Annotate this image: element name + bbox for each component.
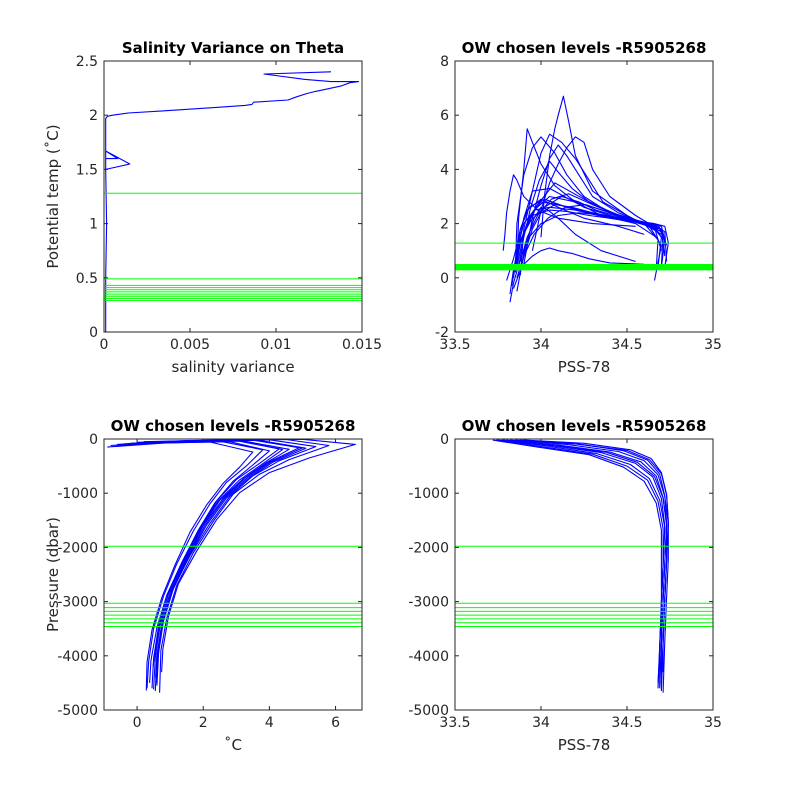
profile-line-8 [520, 439, 668, 673]
y-tick-label: -5000 [408, 703, 449, 719]
x-tick-label: 33.5 [439, 715, 470, 731]
y-tick-label: 0.5 [76, 271, 98, 287]
profile-line-10 [516, 204, 666, 278]
profile-line-5 [120, 440, 290, 690]
y-tick-label: 8 [440, 54, 449, 70]
x-tick-label: 33.5 [439, 337, 470, 353]
plot-area [455, 439, 713, 693]
profile-line-15 [519, 133, 654, 276]
profile-line-4 [515, 439, 669, 683]
x-tick-label: 34 [532, 715, 550, 731]
x-axis-label: ˚C [224, 736, 242, 754]
y-tick-label: 2 [89, 108, 98, 124]
y-tick-label: -3000 [57, 595, 98, 611]
x-tick-label: 35 [704, 337, 722, 353]
profile-line-6 [523, 439, 669, 693]
x-tick-label: 0 [100, 337, 109, 353]
axes-box [454, 60, 714, 333]
profile-line-9 [492, 439, 662, 683]
x-tick-label: 34.5 [611, 715, 642, 731]
plot-area [104, 439, 362, 693]
x-tick-label: 35 [704, 715, 722, 731]
y-tick-label: 1.5 [76, 162, 98, 178]
x-tick-label: 34 [532, 337, 550, 353]
axes-box [103, 438, 363, 711]
y-tick-label: -4000 [57, 649, 98, 665]
chart-title: OW chosen levels -R5905268 [462, 417, 707, 435]
x-tick-label: 0.015 [342, 337, 382, 353]
profile-line-16 [523, 144, 662, 265]
y-tick-label: 0 [440, 432, 449, 448]
y-tick-label: 0 [440, 271, 449, 287]
y-tick-label: 4 [440, 162, 449, 178]
profile-line-1 [503, 439, 668, 689]
y-axis-label: Pressure (dbar) [44, 517, 62, 632]
profile-line-5 [506, 439, 668, 690]
profile-line-8 [514, 195, 668, 265]
x-tick-label: 2 [199, 715, 208, 731]
axes-box [103, 60, 363, 333]
chart-title: OW chosen levels -R5905268 [111, 417, 356, 435]
y-tick-label: -5000 [57, 703, 98, 719]
y-tick-label: 2 [440, 217, 449, 233]
y-axis-label: Potential temp (˚C) [44, 124, 62, 268]
y-tick-label: -2000 [57, 540, 98, 556]
y-tick-label: -2 [435, 325, 449, 341]
chart-title: Salinity Variance on Theta [122, 39, 344, 57]
profile-line-22 [502, 174, 636, 251]
profile-line-19 [516, 206, 636, 292]
panel-salinity-pressure: 33.5 34 34.5 35 -5000 -4000 -3000 -2000 -1000 0 OW… [408, 417, 722, 754]
x-axis-label: PSS-78 [558, 736, 611, 754]
chart-title: OW chosen levels -R5905268 [462, 39, 707, 57]
panel-theta-pressure: 0 2 4 6 -5000 -4000 -3000 -2000 -1000 0 OW chosen … [44, 417, 363, 754]
profile-line-10 [118, 440, 284, 667]
profile-line-18 [540, 95, 659, 238]
plot-area [455, 95, 713, 303]
y-tick-label: -3000 [408, 595, 449, 611]
x-tick-label: 0 [133, 715, 142, 731]
profile-line-14 [516, 128, 657, 270]
y-tick-label: 1 [89, 217, 98, 233]
y-tick-label: -1000 [408, 486, 449, 502]
profile-line-0 [496, 439, 666, 689]
x-tick-label: 0.01 [260, 337, 291, 353]
y-tick-label: 0 [89, 432, 98, 448]
x-axis-label: salinity variance [171, 358, 294, 376]
y-tick-label: -4000 [408, 649, 449, 665]
x-tick-label: 0.005 [170, 337, 210, 353]
y-tick-label: -1000 [57, 486, 98, 502]
panel-salinity-variance: 0 0.005 0.01 0.015 0 0.5 1 1.5 2 2.5 Salinity Vari… [44, 39, 382, 376]
x-tick-label: 34.5 [611, 337, 642, 353]
x-tick-label: 6 [331, 715, 340, 731]
x-axis-label: PSS-78 [558, 358, 611, 376]
profile-line-21 [506, 198, 645, 281]
y-tick-label: 0 [89, 325, 98, 341]
y-tick-label: -2000 [408, 540, 449, 556]
x-tick-label: 4 [265, 715, 274, 731]
profile-line-0 [105, 71, 360, 332]
profile-line-3 [113, 441, 270, 683]
plot-area [104, 71, 362, 332]
y-tick-label: 6 [440, 108, 449, 124]
panel-theta-salinity: 33.5 34 34.5 35 -2 0 2 4 6 8 OW chosen levels -R59… [435, 39, 722, 376]
y-tick-label: 2.5 [76, 54, 98, 70]
axes-box [454, 438, 714, 711]
profile-line-17 [531, 136, 659, 251]
